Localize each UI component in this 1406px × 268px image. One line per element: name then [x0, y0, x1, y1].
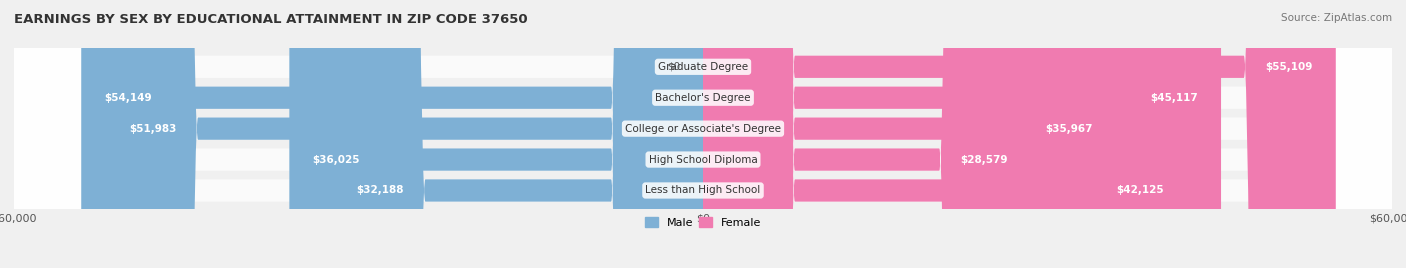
Text: Graduate Degree: Graduate Degree: [658, 62, 748, 72]
FancyBboxPatch shape: [333, 0, 703, 268]
Text: $36,025: $36,025: [312, 155, 360, 165]
Text: $55,109: $55,109: [1265, 62, 1313, 72]
FancyBboxPatch shape: [290, 0, 703, 268]
Text: Source: ZipAtlas.com: Source: ZipAtlas.com: [1281, 13, 1392, 23]
Legend: Male, Female: Male, Female: [640, 213, 766, 232]
Text: $54,149: $54,149: [104, 93, 152, 103]
Text: High School Diploma: High School Diploma: [648, 155, 758, 165]
FancyBboxPatch shape: [14, 0, 1392, 268]
FancyBboxPatch shape: [703, 0, 1336, 268]
FancyBboxPatch shape: [14, 0, 1392, 268]
Text: College or Associate's Degree: College or Associate's Degree: [626, 124, 780, 134]
FancyBboxPatch shape: [703, 0, 1187, 268]
Text: $28,579: $28,579: [960, 155, 1008, 165]
Text: $32,188: $32,188: [356, 185, 404, 195]
Text: $42,125: $42,125: [1116, 185, 1164, 195]
Text: $0: $0: [666, 62, 681, 72]
Text: $35,967: $35,967: [1046, 124, 1092, 134]
Text: Bachelor's Degree: Bachelor's Degree: [655, 93, 751, 103]
FancyBboxPatch shape: [82, 0, 703, 268]
FancyBboxPatch shape: [703, 0, 1116, 268]
FancyBboxPatch shape: [14, 0, 1392, 268]
FancyBboxPatch shape: [105, 0, 703, 268]
FancyBboxPatch shape: [703, 0, 1031, 268]
FancyBboxPatch shape: [703, 0, 1220, 268]
Text: EARNINGS BY SEX BY EDUCATIONAL ATTAINMENT IN ZIP CODE 37650: EARNINGS BY SEX BY EDUCATIONAL ATTAINMEN…: [14, 13, 527, 27]
Text: $51,983: $51,983: [129, 124, 177, 134]
FancyBboxPatch shape: [14, 0, 1392, 268]
Text: $45,117: $45,117: [1150, 93, 1198, 103]
FancyBboxPatch shape: [14, 0, 1392, 268]
Text: Less than High School: Less than High School: [645, 185, 761, 195]
